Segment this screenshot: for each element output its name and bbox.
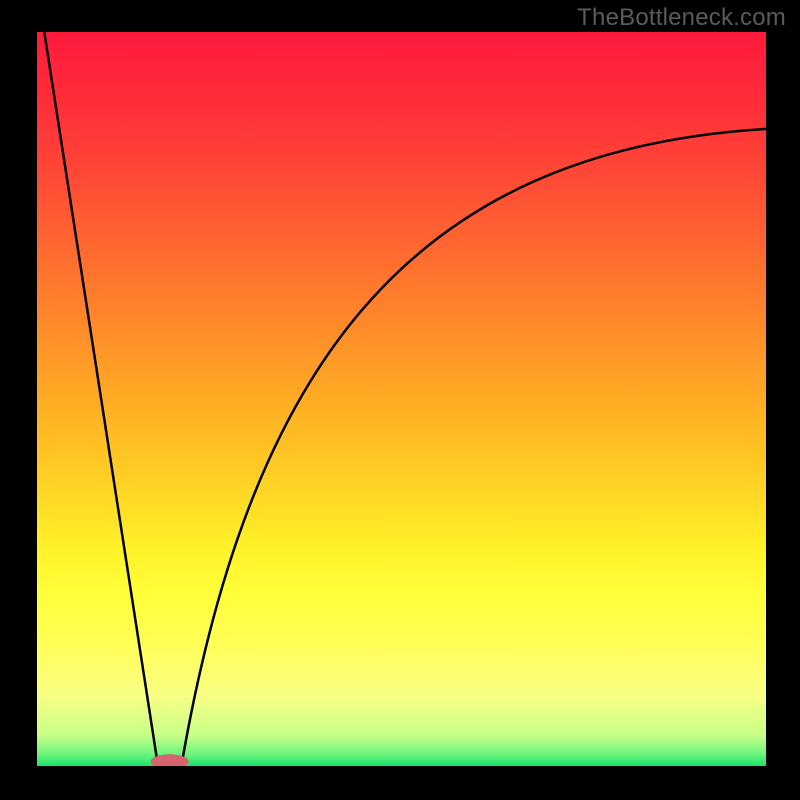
plot-area xyxy=(37,32,766,766)
plot-svg xyxy=(37,32,766,766)
chart-frame: TheBottleneck.com xyxy=(0,0,800,800)
watermark-text: TheBottleneck.com xyxy=(577,4,786,32)
